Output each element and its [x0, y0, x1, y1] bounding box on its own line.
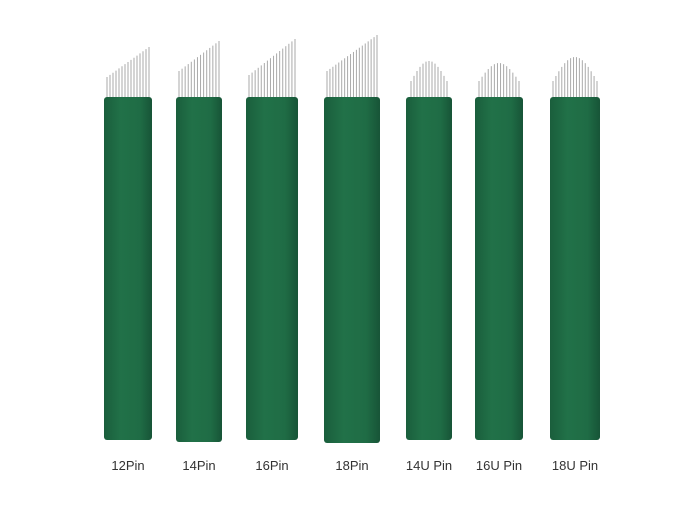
blade-label: 16U Pin [476, 458, 522, 473]
blade-body [406, 97, 452, 440]
blade-label: 16Pin [255, 458, 288, 473]
blade-body [475, 97, 523, 440]
blade-label: 12Pin [111, 458, 144, 473]
blade-label: 14U Pin [406, 458, 452, 473]
blade-body [176, 97, 222, 442]
blade-label: 18U Pin [552, 458, 598, 473]
blade-body [550, 97, 600, 440]
blade-body [246, 97, 298, 440]
blade-label: 14Pin [182, 458, 215, 473]
blade-body [324, 97, 380, 443]
blade-body [104, 97, 152, 440]
blade-label: 18Pin [335, 458, 368, 473]
